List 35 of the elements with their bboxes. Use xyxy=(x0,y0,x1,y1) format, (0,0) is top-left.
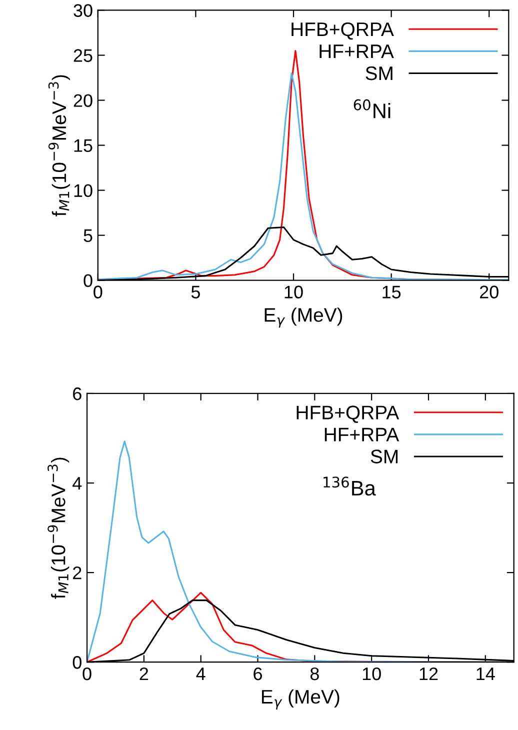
x-tick-label: 14 xyxy=(476,668,495,680)
x-tick-label: 20 xyxy=(480,286,498,298)
annotation: $^{136}$Ba xyxy=(324,476,376,496)
legend-label: SM xyxy=(366,66,392,80)
annotation: $^{60}$Ni xyxy=(354,99,390,118)
y-tick-label: 20 xyxy=(74,94,92,107)
y-tick-label: 15 xyxy=(74,139,92,152)
x-tick-label: 10 xyxy=(362,667,381,680)
y-tick-label: 2 xyxy=(73,566,82,580)
y-axis-title: f$_{M1}$(10$^{−9}$MeV$^{−3}$) xyxy=(48,458,70,599)
x-axis-title: E$_{γ}$ (MeV) xyxy=(264,308,342,328)
x-tick-label: 4 xyxy=(196,668,206,680)
x-axis-title: E$_{γ}$ (MeV) xyxy=(262,689,340,710)
y-tick-label: 4 xyxy=(72,477,82,490)
x-tick-label: 6 xyxy=(254,667,262,680)
legend-label: HF+RPA xyxy=(320,44,394,58)
legend-label: SM xyxy=(370,450,398,464)
x-tick-label: 2 xyxy=(140,667,148,680)
x-tick-label: 15 xyxy=(382,286,401,298)
x-tick-label: 12 xyxy=(420,667,438,680)
legend-label: HFB+QRPA xyxy=(296,406,400,423)
legend-label: HFB+QRPA xyxy=(292,22,394,40)
y-tick-label: 30 xyxy=(74,4,92,17)
y-axis-title: f$_{M1}$(10$^{−9}$MeV$^{−3}$) xyxy=(48,75,70,216)
y-tick-label: 25 xyxy=(74,49,92,62)
y-tick-label: 6 xyxy=(73,387,82,400)
x-tick-label: 5 xyxy=(191,286,200,298)
y-tick-label: 0 xyxy=(72,656,82,669)
y-tick-label: 10 xyxy=(74,184,92,198)
x-tick-label: 10 xyxy=(284,286,303,298)
x-tick-label: 8 xyxy=(310,667,319,680)
y-tick-label: 0 xyxy=(84,274,92,288)
y-tick-label: 5 xyxy=(84,229,92,242)
x-tick-label: 0 xyxy=(94,286,102,298)
legend-label: HF+RPA xyxy=(324,428,400,442)
